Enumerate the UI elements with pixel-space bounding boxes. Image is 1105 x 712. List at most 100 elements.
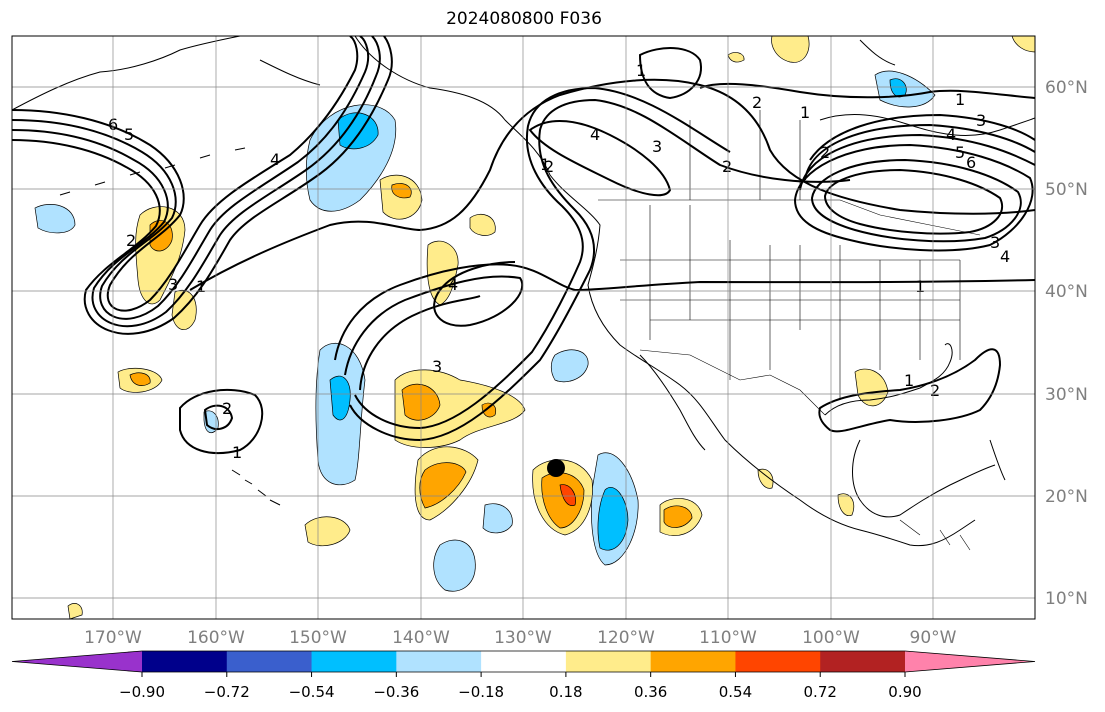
contour-label: 5 xyxy=(955,143,965,162)
baja-coast xyxy=(639,354,706,451)
florida-coast xyxy=(989,439,1006,481)
longitude-label: 120°W xyxy=(597,628,655,648)
hawaii-islands xyxy=(231,469,281,506)
positive-area xyxy=(129,372,151,386)
contour-label: 3 xyxy=(976,111,986,130)
longitude-label: 130°W xyxy=(494,628,552,648)
contour-line xyxy=(528,119,672,197)
positive-area xyxy=(663,505,693,528)
positive-area xyxy=(727,52,745,63)
colorbar-tick-label: 0.72 xyxy=(804,683,837,701)
colorbar-segment xyxy=(396,651,482,672)
colorbar-tick-label: −0.18 xyxy=(458,683,504,701)
colorbar-segment xyxy=(735,651,821,672)
hudson-bay xyxy=(859,39,896,66)
contour-label: 1 xyxy=(196,277,206,296)
contour-label: 4 xyxy=(1000,247,1010,266)
colorbar-segment xyxy=(226,651,313,672)
negative-area xyxy=(329,375,351,421)
map-title: 2024080800 F036 xyxy=(446,9,602,29)
contour-label: 1 xyxy=(800,103,810,122)
contour-line xyxy=(818,348,1002,433)
latitude-label: 10°N xyxy=(1045,589,1088,609)
longitude-label: 90°W xyxy=(910,628,957,648)
negative-area xyxy=(550,349,589,383)
contour-line xyxy=(12,36,359,312)
contour-label: 2 xyxy=(752,93,762,112)
longitude-label: 140°W xyxy=(392,628,450,648)
central-america-borders xyxy=(899,519,971,551)
contour-label: 2 xyxy=(820,143,830,162)
contour-labels: 6 5 4 2 1 3 1 2 3 4 2 1 4 3 2 1 2 1 3 4 … xyxy=(108,61,1010,462)
positive-area xyxy=(1011,36,1035,53)
contour-label: 1 xyxy=(232,443,242,462)
gulf-of-mexico-coast xyxy=(824,343,996,518)
contour-label: 4 xyxy=(270,150,280,169)
colorbar-tick-label: 0.36 xyxy=(634,683,667,701)
contour-label: 5 xyxy=(124,125,134,144)
colorbar-tick-label: −0.54 xyxy=(289,683,335,701)
contour-line xyxy=(334,263,1035,361)
contour-line xyxy=(823,168,1003,235)
contour-line xyxy=(189,78,1035,291)
positive-area xyxy=(757,468,774,489)
colorbar-tick-label: 0.18 xyxy=(549,683,582,701)
contour-line xyxy=(810,158,1022,243)
contour-label: 4 xyxy=(448,275,458,294)
location-marker xyxy=(547,459,565,477)
us-state-lines xyxy=(620,205,961,400)
contour-line xyxy=(793,143,1034,252)
contour-line xyxy=(804,123,1035,181)
contour-label: 1 xyxy=(540,155,550,174)
longitude-label: 100°W xyxy=(802,628,860,648)
colorbar-segment xyxy=(311,651,397,672)
colorbar-tick-label: 0.90 xyxy=(888,683,921,701)
colorbar-tick-label: −0.72 xyxy=(204,683,250,701)
positive-area xyxy=(67,603,83,619)
contour-label: 1 xyxy=(636,61,646,80)
latitude-label: 20°N xyxy=(1045,487,1088,507)
positive-area xyxy=(391,183,412,199)
latitude-label: 60°N xyxy=(1045,78,1088,98)
contour-label: 2 xyxy=(222,399,232,418)
positive-area xyxy=(135,206,186,305)
positive-area xyxy=(304,516,351,547)
contour-line xyxy=(354,86,731,430)
positive-area xyxy=(771,36,810,63)
contour-label: 6 xyxy=(966,153,976,172)
positive-area xyxy=(837,493,855,516)
north-america-coast xyxy=(354,36,976,547)
longitude-label: 110°W xyxy=(699,628,757,648)
negative-area xyxy=(203,410,219,434)
latitude-label: 40°N xyxy=(1045,282,1088,302)
negative-area xyxy=(597,487,629,551)
colorbar-extension-low xyxy=(12,651,142,672)
colorbar-tick-label: 0.54 xyxy=(719,683,752,701)
alaska-coast xyxy=(12,36,321,111)
us-canada-border xyxy=(598,199,981,236)
negative-area xyxy=(34,204,76,234)
latitude-label: 30°N xyxy=(1045,385,1088,405)
contour-label: 4 xyxy=(590,125,600,144)
contour-label: 4 xyxy=(946,125,956,144)
contour-line xyxy=(638,47,702,100)
contour-line xyxy=(799,133,1035,191)
contour-line xyxy=(344,261,523,376)
map-area xyxy=(12,36,1035,619)
latitude-label: 50°N xyxy=(1045,180,1088,200)
contour-label: 3 xyxy=(432,357,442,376)
contour-label: 2 xyxy=(722,157,732,176)
longitude-label: 170°W xyxy=(84,628,142,648)
anomaly-shading xyxy=(34,36,1035,619)
contour-line xyxy=(12,36,381,328)
colorbar-segment xyxy=(565,651,652,672)
contour-label: 1 xyxy=(955,90,965,109)
colorbar-segment xyxy=(820,651,906,672)
contour-label: 3 xyxy=(990,233,1000,252)
positive-area xyxy=(541,472,585,529)
contour-lines xyxy=(12,36,1035,455)
positive-area xyxy=(469,214,496,236)
colorbar-segment xyxy=(142,651,228,672)
negative-area xyxy=(482,503,513,534)
